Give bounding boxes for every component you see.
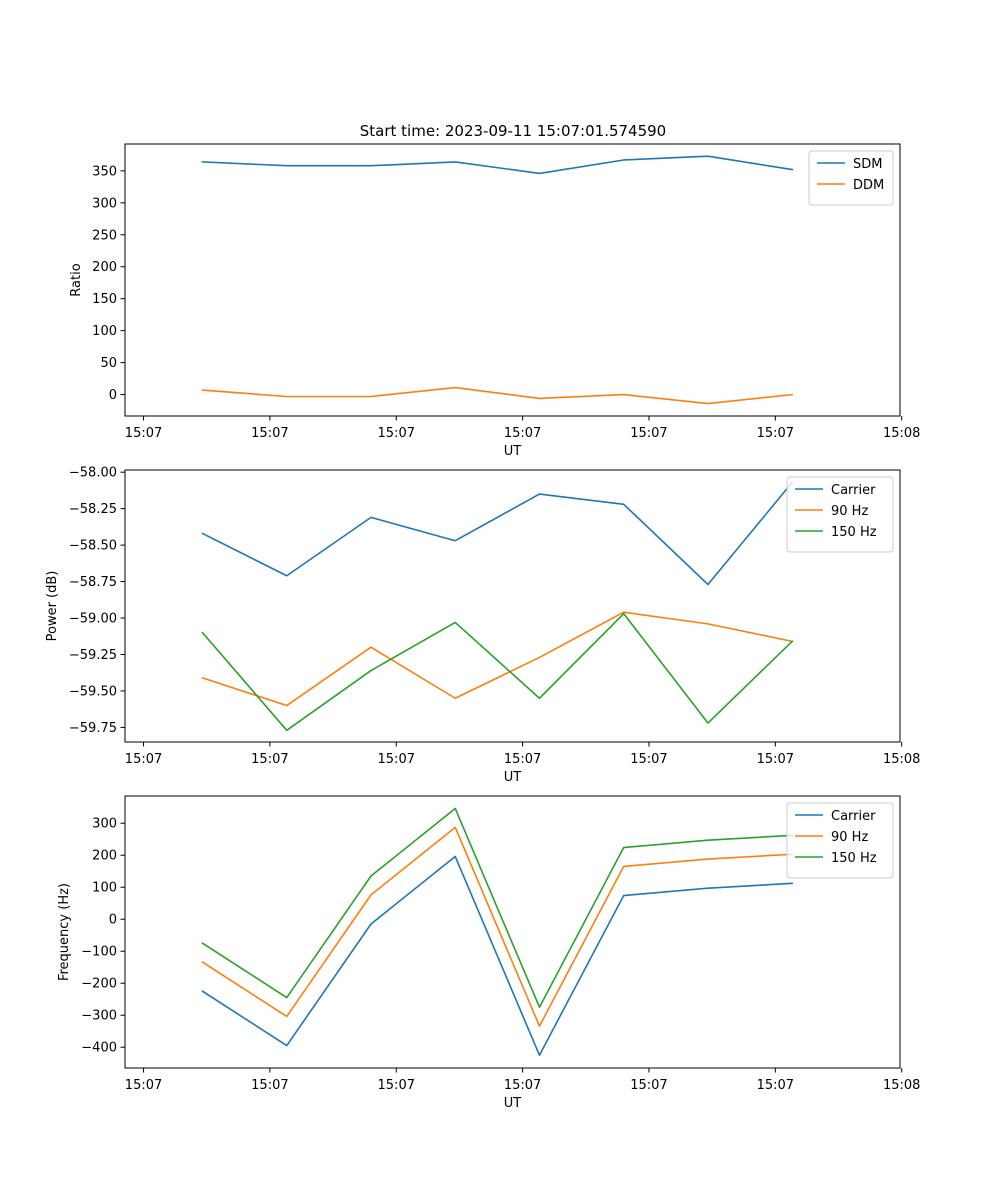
legend-label: 150 Hz (831, 851, 877, 866)
y-tick-label: −400 (81, 1041, 117, 1056)
axes-frame (124, 795, 901, 1069)
legend-label: DDM (853, 178, 884, 193)
x-tick-label: 15:07 (378, 1078, 415, 1093)
x-tick-label: 15:07 (125, 426, 162, 441)
figure-title: Start time: 2023-09-11 15:07:01.574590 (360, 122, 666, 140)
y-axis-label: Frequency (Hz) (57, 883, 72, 981)
x-tick-label: 15:08 (883, 1078, 920, 1093)
x-axis-label: UT (504, 444, 522, 459)
y-tick-label: −59.00 (69, 612, 117, 627)
y-tick-label: 0 (109, 913, 117, 928)
y-tick-label: −58.50 (69, 539, 117, 554)
y-tick-label: 100 (92, 881, 117, 896)
x-tick-label: 15:07 (504, 1078, 541, 1093)
y-axis-label: Ratio (69, 263, 84, 296)
y-tick-label: 250 (92, 228, 117, 243)
x-tick-label: 15:07 (504, 426, 541, 441)
x-axis-label: UT (504, 770, 522, 785)
y-tick-label: −300 (81, 1009, 117, 1024)
y-tick-label: −100 (81, 945, 117, 960)
y-tick-label: −58.25 (69, 502, 117, 517)
series-line-sdm (201, 155, 794, 175)
y-tick-label: 200 (92, 260, 117, 275)
y-tick-label: −200 (81, 977, 117, 992)
panel-2: 15:07 15:07 15:07 15:07 15:07 15:07 15:08 −59.7… (45, 466, 920, 785)
panels: 15:07 15:07 15:07 15:07 15:07 15:07 15:08 0 50 10… (45, 143, 920, 1111)
legend-label: 90 Hz (831, 830, 868, 845)
y-tick-label: −58.75 (69, 575, 117, 590)
x-tick-label: 15:08 (883, 426, 920, 441)
x-tick-label: 15:07 (378, 426, 415, 441)
legend-label: 150 Hz (831, 525, 877, 540)
x-tick-label: 15:07 (125, 1078, 162, 1093)
x-tick-label: 15:07 (251, 1078, 288, 1093)
x-tick-label: 15:07 (125, 752, 162, 767)
panel-3: 15:07 15:07 15:07 15:07 15:07 15:07 15:08 −400 −… (57, 795, 920, 1111)
legend: Carrier 90 Hz 150 Hz (786, 802, 894, 879)
x-tick-label: 15:07 (251, 426, 288, 441)
y-tick-label: 150 (92, 292, 117, 307)
series-group (201, 155, 794, 405)
x-tick-label: 15:07 (504, 752, 541, 767)
panel-1: 15:07 15:07 15:07 15:07 15:07 15:07 15:08 0 50 10… (69, 143, 920, 459)
legend-label: Carrier (831, 483, 876, 498)
x-tick-label: 15:07 (630, 1078, 667, 1093)
x-axis-label: UT (504, 1096, 522, 1111)
legend: Carrier 90 Hz 150 Hz (786, 476, 894, 553)
x-tick-label: 15:07 (757, 1078, 794, 1093)
x-tick-label: 15:07 (757, 426, 794, 441)
y-tick-label: −58.00 (69, 466, 117, 481)
legend-box (808, 150, 894, 206)
series-line-carrier (201, 481, 794, 586)
series-group (201, 481, 794, 732)
legend-label: SDM (853, 157, 882, 172)
y-tick-label: 50 (100, 356, 117, 371)
axes-frame (124, 469, 901, 743)
legend-box (786, 802, 894, 879)
x-tick-label: 15:07 (757, 752, 794, 767)
y-tick-label: −59.50 (69, 684, 117, 699)
y-tick-label: 200 (92, 849, 117, 864)
legend-label: 90 Hz (831, 504, 868, 519)
x-tick-label: 15:07 (251, 752, 288, 767)
y-tick-label: −59.75 (69, 721, 117, 736)
series-line-90-hz (201, 611, 794, 707)
series-line-90-hz (201, 826, 794, 1027)
legend-box (786, 476, 894, 553)
series-line-150-hz (201, 612, 794, 732)
y-tick-label: 100 (92, 324, 117, 339)
series-line-carrier (201, 855, 794, 1056)
legend: SDM DDM (808, 150, 894, 206)
series-group (201, 807, 794, 1056)
axes-frame (124, 143, 901, 417)
y-tick-label: 300 (92, 817, 117, 832)
x-tick-label: 15:08 (883, 752, 920, 767)
y-tick-label: 0 (109, 388, 117, 403)
x-tick-label: 15:07 (630, 752, 667, 767)
series-line-150-hz (201, 807, 794, 1009)
y-tick-label: 350 (92, 164, 117, 179)
y-tick-label: −59.25 (69, 648, 117, 663)
legend-label: Carrier (831, 809, 876, 824)
x-tick-label: 15:07 (630, 426, 667, 441)
series-line-ddm (201, 386, 794, 405)
x-tick-label: 15:07 (378, 752, 415, 767)
y-tick-label: 300 (92, 196, 117, 211)
y-axis-label: Power (dB) (45, 571, 60, 642)
